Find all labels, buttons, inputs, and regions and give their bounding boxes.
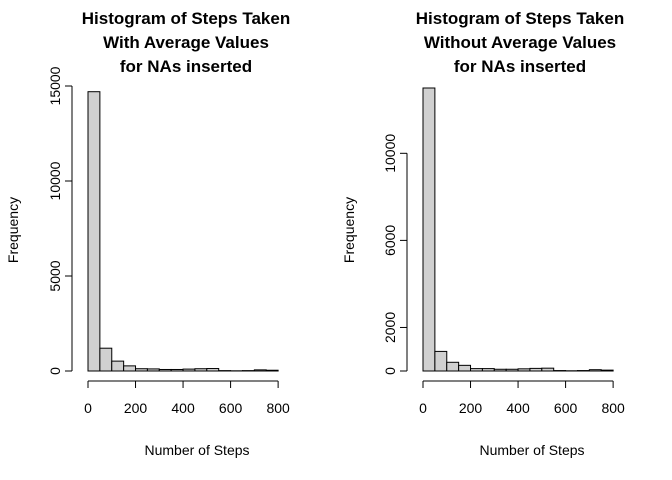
histogram-bar — [170, 368, 184, 372]
histogram-bar — [99, 347, 113, 372]
histogram-bar — [265, 369, 279, 372]
histogram-bar — [470, 368, 483, 372]
x-tick-label: 600 — [554, 400, 578, 416]
y-tick-label: 15000 — [47, 66, 63, 105]
histogram-bar — [481, 368, 495, 372]
histogram-panel-2: Histogram of Steps Taken Without Average … — [341, 9, 625, 458]
y-tick-label: 10000 — [382, 134, 398, 173]
histogram-bar — [111, 360, 125, 372]
histogram-bar — [600, 369, 614, 372]
chart-title-line-3: for NAs inserted — [454, 57, 586, 76]
chart-title-line-3: for NAs inserted — [120, 57, 252, 76]
x-axis-label: Number of Steps — [144, 442, 249, 458]
chart-title-line-1: Histogram of Steps Taken — [82, 9, 290, 28]
histogram-bar — [123, 365, 137, 372]
histogram-bar — [135, 368, 148, 372]
histogram-bar — [505, 368, 519, 372]
histogram-bar — [146, 368, 160, 372]
y-tick-label: 2000 — [382, 312, 398, 343]
x-axis-label: Number of Steps — [479, 442, 584, 458]
x-tick-label: 400 — [171, 400, 195, 416]
x-tick-label: 800 — [601, 400, 625, 416]
x-tick-label: 200 — [124, 400, 148, 416]
chart-title-line-2: Without Average Values — [424, 33, 616, 52]
x-tick-label: 600 — [219, 400, 243, 416]
histogram-bar — [458, 364, 472, 372]
histogram-bar — [206, 368, 220, 372]
chart-title-line-1: Histogram of Steps Taken — [416, 9, 624, 28]
histogram-bar — [158, 368, 172, 372]
histogram-bar — [517, 368, 531, 372]
x-tick-label: 200 — [459, 400, 483, 416]
y-tick-label: 6000 — [382, 225, 398, 256]
histogram-bar — [194, 368, 208, 372]
x-tick-label: 400 — [506, 400, 530, 416]
histogram-bar — [253, 369, 267, 372]
x-tick-label: 0 — [419, 400, 427, 416]
y-tick-label: 0 — [47, 367, 63, 375]
y-tick-label: 0 — [382, 367, 398, 375]
y-tick-label: 10000 — [47, 161, 63, 200]
histogram-bar — [446, 361, 460, 372]
y-tick-label: 5000 — [47, 260, 63, 291]
histogram-bar — [182, 368, 196, 372]
histogram-bar — [434, 350, 448, 372]
chart-title-line-2: With Average Values — [103, 33, 269, 52]
histogram-bar — [588, 369, 602, 372]
histogram-bar — [541, 367, 555, 372]
histogram-bar — [529, 367, 543, 372]
histogram-bar — [87, 91, 101, 372]
histogram-panel-1: Histogram of Steps Taken With Average Val… — [5, 9, 290, 458]
y-axis-label: Frequency — [341, 197, 357, 263]
histogram-bar — [422, 87, 436, 372]
histogram-bar — [493, 368, 507, 372]
x-tick-label: 800 — [266, 400, 290, 416]
x-tick-label: 0 — [84, 400, 92, 416]
y-axis-label: Frequency — [5, 197, 21, 263]
